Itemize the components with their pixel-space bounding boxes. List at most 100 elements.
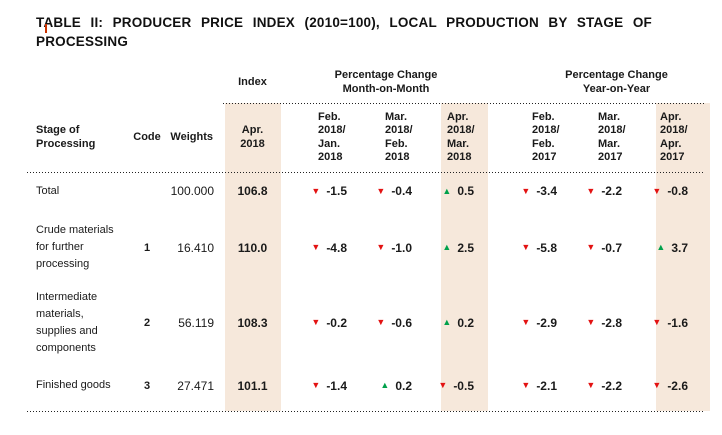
code-value: 1 (143, 241, 151, 254)
change-value: -1.0 (391, 240, 412, 255)
change-value: -1.6 (667, 315, 688, 330)
col-header-mom-mar: Mar. 2018/ Feb. 2018 (385, 110, 413, 164)
change-cell: ▼ -0.5 (420, 360, 482, 411)
triangle-down-icon: ▼ (311, 317, 321, 327)
triangle-down-icon: ▼ (586, 317, 596, 327)
change-cell: ▲ 0.5 (420, 172, 482, 210)
change-cell: ▼ -2.8 (565, 285, 630, 360)
change-value: -0.5 (453, 378, 474, 393)
change-cell: ▼ -1.0 (355, 210, 420, 285)
triangle-up-icon: ▲ (656, 242, 666, 252)
change-cell: ▼ -4.8 (290, 210, 355, 285)
column-header-row: Stage of Processing Code Weights Apr. 20… (27, 103, 705, 172)
stage-label: Intermediate materials, supplies and com… (36, 290, 98, 354)
change-value: 3.7 (671, 240, 688, 255)
group-header-index: Index (238, 75, 267, 88)
change-value: -0.6 (391, 315, 412, 330)
page-title-line2: PROCESSING (36, 34, 129, 49)
triangle-down-icon: ▼ (438, 380, 448, 390)
highlight-band-mom-apr (441, 103, 488, 411)
change-value: -4.8 (326, 240, 347, 255)
code-value (132, 172, 162, 210)
weights-value: 27.471 (177, 378, 214, 393)
change-value: -0.8 (667, 184, 688, 198)
table-row-finished-goods: Finished goods 3 27.471 101.1 ▼ -1.4 ▲ 0.2… (27, 360, 705, 411)
index-value: 106.8 (237, 184, 268, 198)
triangle-down-icon: ▼ (652, 380, 662, 390)
change-cell: ▼ -2.2 (565, 360, 630, 411)
change-value: 0.5 (457, 184, 474, 198)
col-header-weights: Weights (170, 130, 213, 143)
col-header-mom-feb: Feb. 2018/ Jan. 2018 (318, 110, 346, 164)
change-cell: ▼ -0.8 (630, 172, 705, 210)
triangle-down-icon: ▼ (311, 242, 321, 252)
weights-value: 100.000 (170, 184, 214, 198)
triangle-down-icon: ▼ (376, 242, 386, 252)
ppi-table: Index Percentage Change Month-on-Month P… (27, 62, 705, 411)
change-value: 2.5 (457, 240, 474, 255)
change-cell: ▼ -2.9 (482, 285, 565, 360)
change-value: -2.2 (601, 378, 622, 393)
change-cell: ▼ -2.1 (482, 360, 565, 411)
highlight-band-index (225, 103, 281, 411)
code-value: 3 (143, 379, 151, 392)
triangle-up-icon: ▲ (442, 185, 452, 196)
triangle-up-icon: ▲ (442, 317, 452, 327)
triangle-down-icon: ▼ (311, 185, 321, 196)
col-header-index-period: Apr. 2018 (240, 124, 265, 150)
table-row-crude-materials: Crude materials for further processing 1… (27, 210, 705, 285)
dotted-rule-top (223, 103, 705, 104)
col-header-mom-apr: Apr. 2018/ Mar. 2018 (447, 110, 475, 164)
table-row-intermediate-materials: Intermediate materials, supplies and com… (27, 285, 705, 360)
change-cell: ▲ 0.2 (355, 360, 420, 411)
triangle-down-icon: ▼ (376, 185, 386, 196)
col-header-yoy-mar: Mar. 2018/ Mar. 2017 (598, 110, 626, 164)
triangle-down-icon: ▼ (521, 242, 531, 252)
index-value: 110.0 (237, 240, 268, 255)
change-cell: ▼ -3.4 (482, 172, 565, 210)
change-value: -1.4 (326, 378, 347, 393)
triangle-down-icon: ▼ (521, 317, 531, 327)
change-value: -2.1 (536, 378, 557, 393)
triangle-down-icon: ▼ (586, 380, 596, 390)
dotted-rule-header (27, 172, 705, 173)
code-value: 2 (143, 316, 151, 329)
triangle-down-icon: ▼ (521, 185, 531, 196)
change-cell: ▼ -0.2 (290, 285, 355, 360)
page-title: TABLE II: PRODUCER PRICE INDEX (2010=100… (36, 13, 652, 51)
dotted-rule-bottom (27, 411, 705, 412)
triangle-down-icon: ▼ (376, 317, 386, 327)
red-accent-mark (45, 24, 47, 33)
index-value: 108.3 (237, 315, 268, 330)
change-cell: ▼ -5.8 (482, 210, 565, 285)
col-header-stage: Stage of Processing (36, 124, 96, 150)
triangle-down-icon: ▼ (652, 317, 662, 327)
change-cell: ▼ -1.6 (630, 285, 705, 360)
change-cell: ▼ -0.7 (565, 210, 630, 285)
change-value: -3.4 (536, 184, 557, 198)
change-value: -2.9 (536, 315, 557, 330)
change-value: -2.8 (601, 315, 622, 330)
triangle-down-icon: ▼ (521, 380, 531, 390)
group-header-spacer (27, 62, 215, 103)
group-header-year-on-year: Percentage Change Year-on-Year (565, 69, 668, 95)
change-cell: ▲ 2.5 (420, 210, 482, 285)
triangle-down-icon: ▼ (586, 242, 596, 252)
change-cell: ▼ -0.6 (355, 285, 420, 360)
group-header-month-on-month: Percentage Change Month-on-Month (334, 69, 438, 95)
change-cell: ▼ -1.5 (290, 172, 355, 210)
change-cell: ▲ 3.7 (630, 210, 705, 285)
weights-value: 16.410 (177, 240, 214, 255)
change-value: -0.2 (326, 315, 347, 330)
highlight-band-yoy-apr (656, 103, 710, 411)
weights-value: 56.119 (178, 315, 214, 330)
change-value: -2.6 (667, 378, 688, 393)
col-header-code: Code (133, 130, 161, 143)
change-value: 0.2 (395, 378, 412, 393)
triangle-up-icon: ▲ (442, 242, 452, 252)
change-cell: ▼ -2.2 (565, 172, 630, 210)
change-value: -1.5 (326, 184, 347, 198)
change-value: -5.8 (536, 240, 557, 255)
page-title-line1: TABLE II: PRODUCER PRICE INDEX (2010=100… (36, 15, 652, 30)
